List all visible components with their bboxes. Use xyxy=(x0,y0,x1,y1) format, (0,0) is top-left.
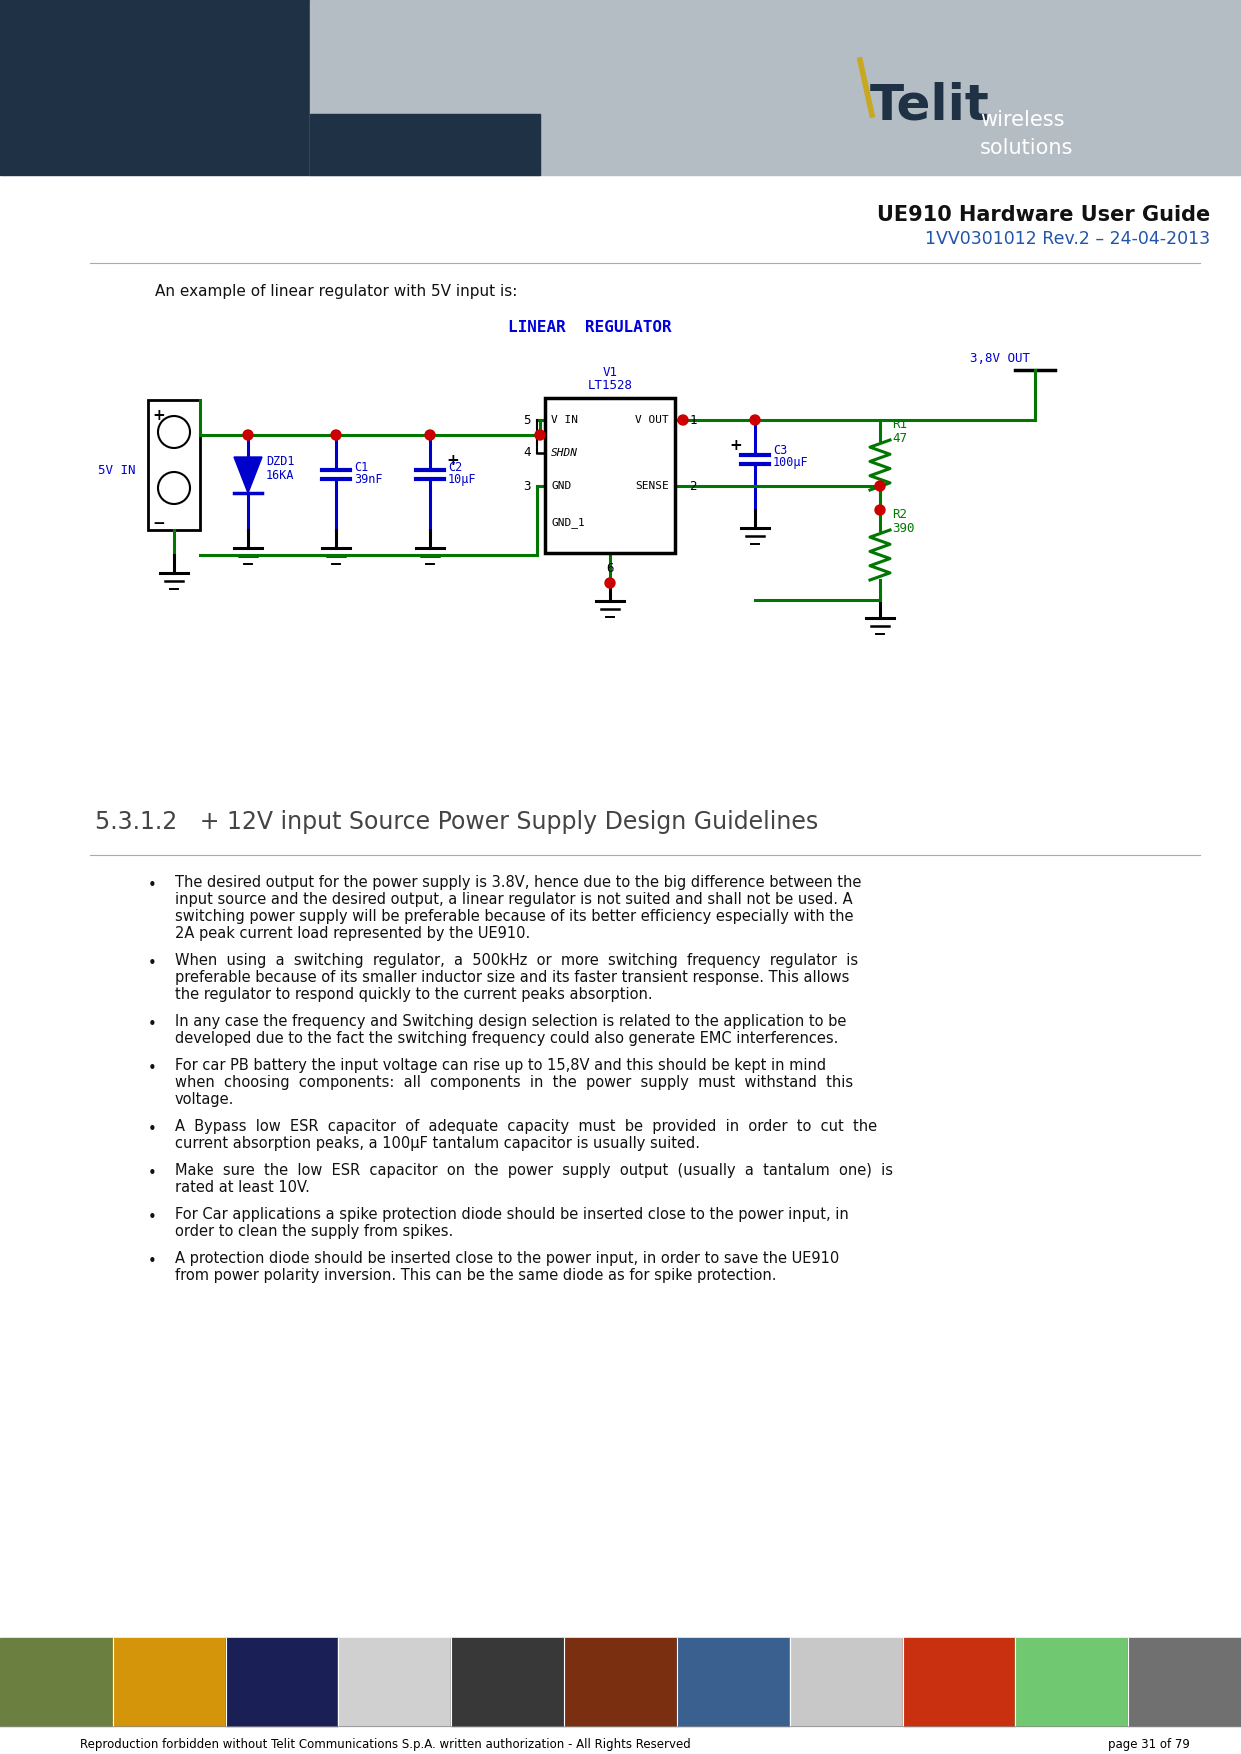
Bar xyxy=(0,0,310,175)
Bar xyxy=(545,398,675,553)
Text: 1VV0301012 Rev.2 – 24-04-2013: 1VV0301012 Rev.2 – 24-04-2013 xyxy=(925,230,1210,247)
Text: GND: GND xyxy=(551,481,571,491)
Text: The desired output for the power supply is 3.8V, hence due to the big difference: The desired output for the power supply … xyxy=(175,875,861,889)
Bar xyxy=(1015,1638,1128,1726)
Bar xyxy=(148,400,200,530)
Text: current absorption peaks, a 100μF tantalum capacitor is usually suited.: current absorption peaks, a 100μF tantal… xyxy=(175,1137,700,1151)
Text: page 31 of 79: page 31 of 79 xyxy=(1108,1738,1190,1750)
Text: •: • xyxy=(148,1210,156,1224)
Text: GND_1: GND_1 xyxy=(551,517,585,528)
Text: 47: 47 xyxy=(892,431,907,446)
Text: A protection diode should be inserted close to the power input, in order to save: A protection diode should be inserted cl… xyxy=(175,1251,839,1266)
Text: •: • xyxy=(148,1123,156,1137)
Text: 5.3.1.2   + 12V input Source Power Supply Design Guidelines: 5.3.1.2 + 12V input Source Power Supply … xyxy=(96,810,818,833)
Bar xyxy=(676,1638,789,1726)
Circle shape xyxy=(875,505,885,516)
Text: preferable because of its smaller inductor size and its faster transient respons: preferable because of its smaller induct… xyxy=(175,970,849,986)
Text: 4: 4 xyxy=(524,447,531,460)
Text: •: • xyxy=(148,956,156,972)
Text: −: − xyxy=(151,516,165,531)
Text: •: • xyxy=(148,1061,156,1075)
Text: A  Bypass  low  ESR  capacitor  of  adequate  capacity  must  be  provided  in  : A Bypass low ESR capacitor of adequate c… xyxy=(175,1119,877,1135)
Circle shape xyxy=(678,416,688,424)
Text: An example of linear regulator with 5V input is:: An example of linear regulator with 5V i… xyxy=(155,284,517,298)
Text: Telit: Telit xyxy=(870,82,990,130)
Bar xyxy=(226,1638,339,1726)
Circle shape xyxy=(875,481,885,491)
Bar xyxy=(310,0,1241,175)
Text: For car PB battery the input voltage can rise up to 15,8V and this should be kep: For car PB battery the input voltage can… xyxy=(175,1058,827,1073)
Circle shape xyxy=(331,430,341,440)
Text: 10μF: 10μF xyxy=(448,474,477,486)
Text: voltage.: voltage. xyxy=(175,1093,235,1107)
Text: from power polarity inversion. This can be the same diode as for spike protectio: from power polarity inversion. This can … xyxy=(175,1268,777,1282)
Text: when  choosing  components:  all  components  in  the  power  supply  must  with: when choosing components: all components… xyxy=(175,1075,853,1089)
Text: 3: 3 xyxy=(524,479,531,493)
Circle shape xyxy=(750,416,759,424)
Text: R1: R1 xyxy=(892,417,907,431)
Bar xyxy=(310,114,540,175)
Bar xyxy=(789,1638,902,1726)
Text: switching power supply will be preferable because of its better efficiency espec: switching power supply will be preferabl… xyxy=(175,909,854,924)
Text: 100μF: 100μF xyxy=(773,456,809,468)
Text: C3: C3 xyxy=(773,444,787,458)
Bar xyxy=(452,1638,565,1726)
Text: C1: C1 xyxy=(354,461,369,474)
Bar xyxy=(339,1638,452,1726)
Text: SHDN: SHDN xyxy=(551,447,578,458)
Text: 16KA: 16KA xyxy=(266,468,294,482)
Circle shape xyxy=(424,430,436,440)
Text: LT1528: LT1528 xyxy=(587,379,633,391)
Text: R2: R2 xyxy=(892,509,907,521)
Text: In any case the frequency and Switching design selection is related to the appli: In any case the frequency and Switching … xyxy=(175,1014,846,1030)
Text: •: • xyxy=(148,1017,156,1031)
Text: V1: V1 xyxy=(602,367,618,379)
Polygon shape xyxy=(235,458,262,493)
Text: LINEAR  REGULATOR: LINEAR REGULATOR xyxy=(508,319,671,335)
Text: V IN: V IN xyxy=(551,416,578,424)
Bar xyxy=(0,1638,113,1726)
Bar xyxy=(1128,1638,1241,1726)
Text: SENSE: SENSE xyxy=(635,481,669,491)
Text: order to clean the supply from spikes.: order to clean the supply from spikes. xyxy=(175,1224,453,1238)
Text: 3,8V OUT: 3,8V OUT xyxy=(970,353,1030,365)
Text: wireless: wireless xyxy=(980,111,1065,130)
Text: +: + xyxy=(151,409,165,423)
Text: •: • xyxy=(148,879,156,893)
Text: 5: 5 xyxy=(524,414,531,426)
Text: developed due to the fact the switching frequency could also generate EMC interf: developed due to the fact the switching … xyxy=(175,1031,839,1045)
Text: •: • xyxy=(148,1254,156,1268)
Circle shape xyxy=(535,430,545,440)
Text: 39nF: 39nF xyxy=(354,474,382,486)
Text: 6: 6 xyxy=(607,563,614,575)
Circle shape xyxy=(243,430,253,440)
Text: 2: 2 xyxy=(689,479,696,493)
Text: 390: 390 xyxy=(892,523,915,535)
Text: DZD1: DZD1 xyxy=(266,454,294,468)
Text: the regulator to respond quickly to the current peaks absorption.: the regulator to respond quickly to the … xyxy=(175,988,653,1002)
Text: V OUT: V OUT xyxy=(635,416,669,424)
Text: 2A peak current load represented by the UE910.: 2A peak current load represented by the … xyxy=(175,926,530,940)
Text: +: + xyxy=(446,453,459,468)
Text: Reproduction forbidden without Telit Communications S.p.A. written authorization: Reproduction forbidden without Telit Com… xyxy=(79,1738,691,1750)
Bar xyxy=(113,1638,226,1726)
Text: When  using  a  switching  regulator,  a  500kHz  or  more  switching  frequency: When using a switching regulator, a 500k… xyxy=(175,952,858,968)
Circle shape xyxy=(606,579,616,588)
Bar xyxy=(902,1638,1015,1726)
Text: solutions: solutions xyxy=(980,139,1073,158)
Text: UE910 Hardware User Guide: UE910 Hardware User Guide xyxy=(876,205,1210,225)
Text: 1: 1 xyxy=(689,414,696,426)
Text: 5V IN: 5V IN xyxy=(98,463,137,477)
Bar xyxy=(565,1638,676,1726)
Text: For Car applications a spike protection diode should be inserted close to the po: For Car applications a spike protection … xyxy=(175,1207,849,1223)
Text: Make  sure  the  low  ESR  capacitor  on  the  power  supply  output  (usually  : Make sure the low ESR capacitor on the p… xyxy=(175,1163,894,1179)
Text: input source and the desired output, a linear regulator is not suited and shall : input source and the desired output, a l… xyxy=(175,893,853,907)
Text: C2: C2 xyxy=(448,461,462,474)
Text: •: • xyxy=(148,1166,156,1180)
Text: +: + xyxy=(728,438,742,453)
Text: rated at least 10V.: rated at least 10V. xyxy=(175,1180,310,1194)
